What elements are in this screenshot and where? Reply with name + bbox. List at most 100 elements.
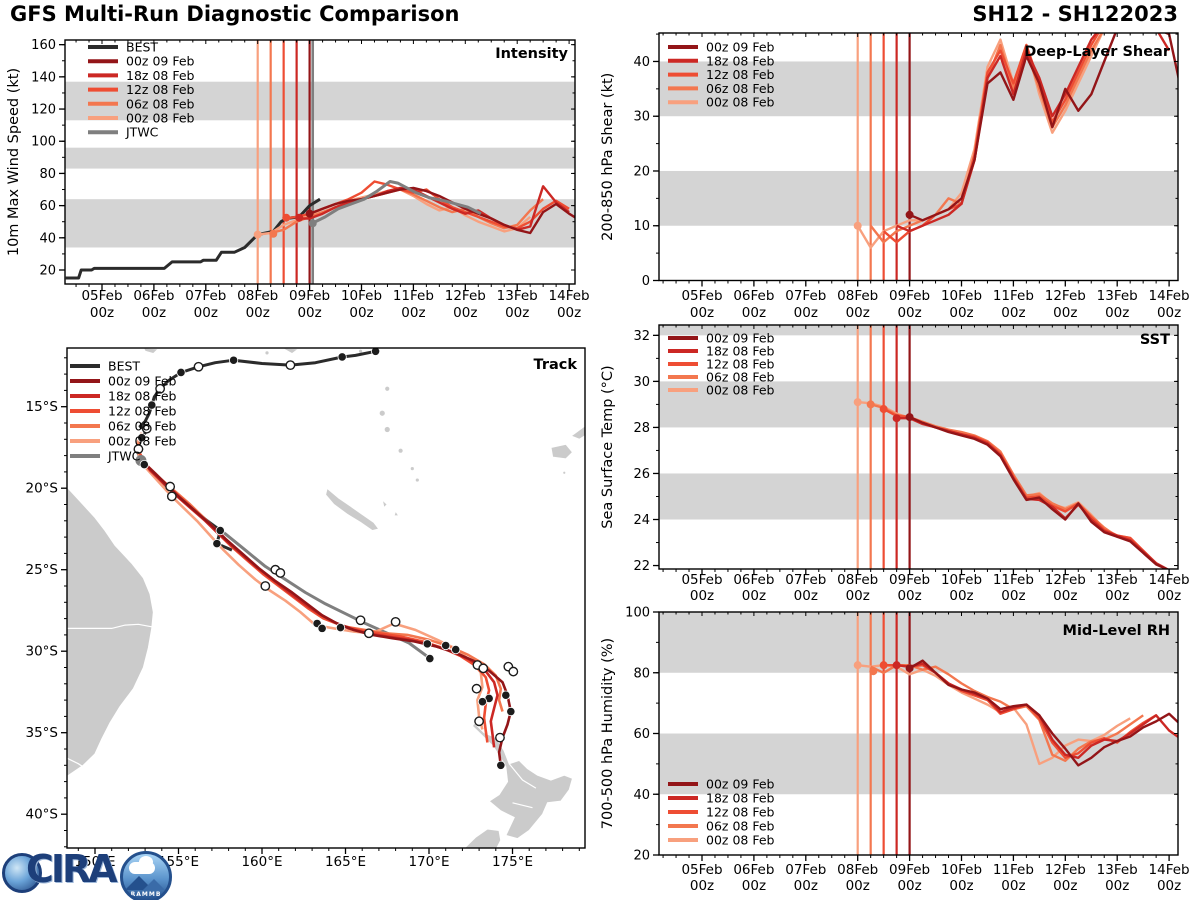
legend-label: 18z 08 Feb xyxy=(706,791,775,806)
x-tick-label: 09Feb xyxy=(889,288,930,304)
panel-frame xyxy=(64,39,576,285)
legend-label: 06z 08 Feb xyxy=(126,96,195,111)
x-tick-sublabel: 00z xyxy=(794,305,818,321)
x-tick-label: 13Feb xyxy=(1097,288,1138,304)
fix-marker-filled xyxy=(451,644,461,655)
x-tick-sublabel: 00z xyxy=(142,305,166,321)
x-tick-label: 05Feb xyxy=(681,288,722,304)
fix-marker-filled xyxy=(335,622,346,633)
legend-label: 00z 09 Feb xyxy=(706,40,775,55)
cira-logo: CIRA xyxy=(26,847,118,891)
lat-tick-label: 30°S xyxy=(26,644,59,660)
lat-tick-label: 15°S xyxy=(26,399,59,415)
x-tick-sublabel: 00z xyxy=(349,305,373,321)
x-tick-sublabel: 00z xyxy=(1053,588,1077,604)
x-tick-label: 10Feb xyxy=(941,862,982,878)
panel-shear: 05Feb00z06Feb00z07Feb00z08Feb00z09Feb00z… xyxy=(600,32,1190,321)
x-tick-sublabel: 00z xyxy=(794,588,818,604)
category-band xyxy=(65,81,575,121)
fix-marker-open xyxy=(390,616,401,627)
x-tick-sublabel: 00z xyxy=(897,305,921,321)
lon-tick-label: 150°E xyxy=(74,854,115,870)
y-axis-title: Sea Surface Temp (°C) xyxy=(600,365,616,528)
x-tick-label: 05Feb xyxy=(81,288,122,304)
legend-label: 18z 08 Feb xyxy=(706,344,775,359)
cloud-icon xyxy=(129,856,155,874)
fix-marker-open xyxy=(478,663,489,674)
panel-frame xyxy=(66,347,586,849)
x-tick-sublabel: 00z xyxy=(897,588,921,604)
y-tick-label: 20 xyxy=(39,263,56,278)
y-tick-label: 100 xyxy=(625,606,650,621)
lat-tick-label: 35°S xyxy=(26,725,59,741)
fix-marker-filled xyxy=(477,697,488,707)
legend-label: 12z 08 Feb xyxy=(126,82,195,97)
y-tick-label: 30 xyxy=(633,110,650,125)
x-tick-sublabel: 00z xyxy=(1157,878,1181,894)
legend-label: 18z 08 Feb xyxy=(706,53,775,68)
legend-label: 00z 08 Feb xyxy=(706,833,775,848)
init-dot xyxy=(853,221,862,230)
x-tick-label: 07Feb xyxy=(785,288,826,304)
x-tick-sublabel: 00z xyxy=(690,878,714,894)
x-tick-label: 10Feb xyxy=(941,288,982,304)
y-tick-label: 80 xyxy=(39,167,56,182)
x-tick-label: 07Feb xyxy=(785,862,826,878)
x-tick-sublabel: 00z xyxy=(690,305,714,321)
fix-marker-open xyxy=(275,568,286,578)
x-axis: 05Feb00z06Feb00z07Feb00z08Feb00z09Feb00z… xyxy=(662,612,1190,894)
fix-marker-open xyxy=(165,481,176,492)
branding: CIRA RAMMB xyxy=(2,845,182,900)
y-tick-label: 140 xyxy=(31,70,56,85)
fix-marker-open xyxy=(166,491,177,502)
category-band xyxy=(659,61,1178,117)
y-tick-label: 24 xyxy=(633,513,650,528)
y-tick-label: 20 xyxy=(633,849,650,864)
fix-marker-filled xyxy=(425,653,435,664)
x-tick-label: 06Feb xyxy=(733,288,774,304)
track-markers xyxy=(133,348,519,770)
lat-tick-label: 20°S xyxy=(26,481,59,497)
fix-marker-filled xyxy=(147,400,157,410)
fix-marker-filled xyxy=(229,355,239,365)
panel-rh: 05Feb00z06Feb00z07Feb00z08Feb00z09Feb00z… xyxy=(600,606,1190,895)
x-tick-sublabel: 00z xyxy=(742,878,766,894)
y-tick-label: 60 xyxy=(39,199,56,214)
x-tick-sublabel: 00z xyxy=(794,878,818,894)
fix-marker-filled xyxy=(496,760,506,770)
fix-marker-filled xyxy=(501,690,511,700)
init-dot xyxy=(905,210,914,219)
x-tick-sublabel: 00z xyxy=(1105,305,1129,321)
init-dot xyxy=(905,413,914,422)
x-tick-label: 11Feb xyxy=(393,288,434,304)
y-axis-title: 700-500 hPa Humidity (%) xyxy=(600,638,616,829)
legend-label: JTWC xyxy=(107,449,141,464)
fix-marker-open xyxy=(193,361,204,372)
admin-border xyxy=(464,847,465,848)
x-tick-label: 12Feb xyxy=(1045,862,1086,878)
y-axis: 0 10 20 30 40 xyxy=(633,33,1178,289)
x-tick-label: 10Feb xyxy=(941,572,982,588)
fix-marker-open xyxy=(155,383,166,394)
storm-id-title: SH12 - SH122023 xyxy=(972,2,1178,26)
fix-marker-filled xyxy=(337,352,347,362)
init-dot xyxy=(905,664,914,673)
x-tick-label: 06Feb xyxy=(733,862,774,878)
lat-tick-label: 25°S xyxy=(26,562,59,578)
init-dot xyxy=(866,400,875,409)
y-tick-label: 30 xyxy=(633,375,650,390)
init-dot xyxy=(853,661,862,670)
x-tick-label: 11Feb xyxy=(993,862,1034,878)
legend-label: 00z 09 Feb xyxy=(126,54,195,69)
init-dot xyxy=(295,213,304,222)
legend-label: 00z 09 Feb xyxy=(108,374,177,389)
island xyxy=(562,470,567,475)
fix-marker-filled xyxy=(441,640,451,651)
init-dot xyxy=(869,667,878,676)
init-dot xyxy=(269,229,278,238)
fix-marker-filled xyxy=(139,459,149,470)
